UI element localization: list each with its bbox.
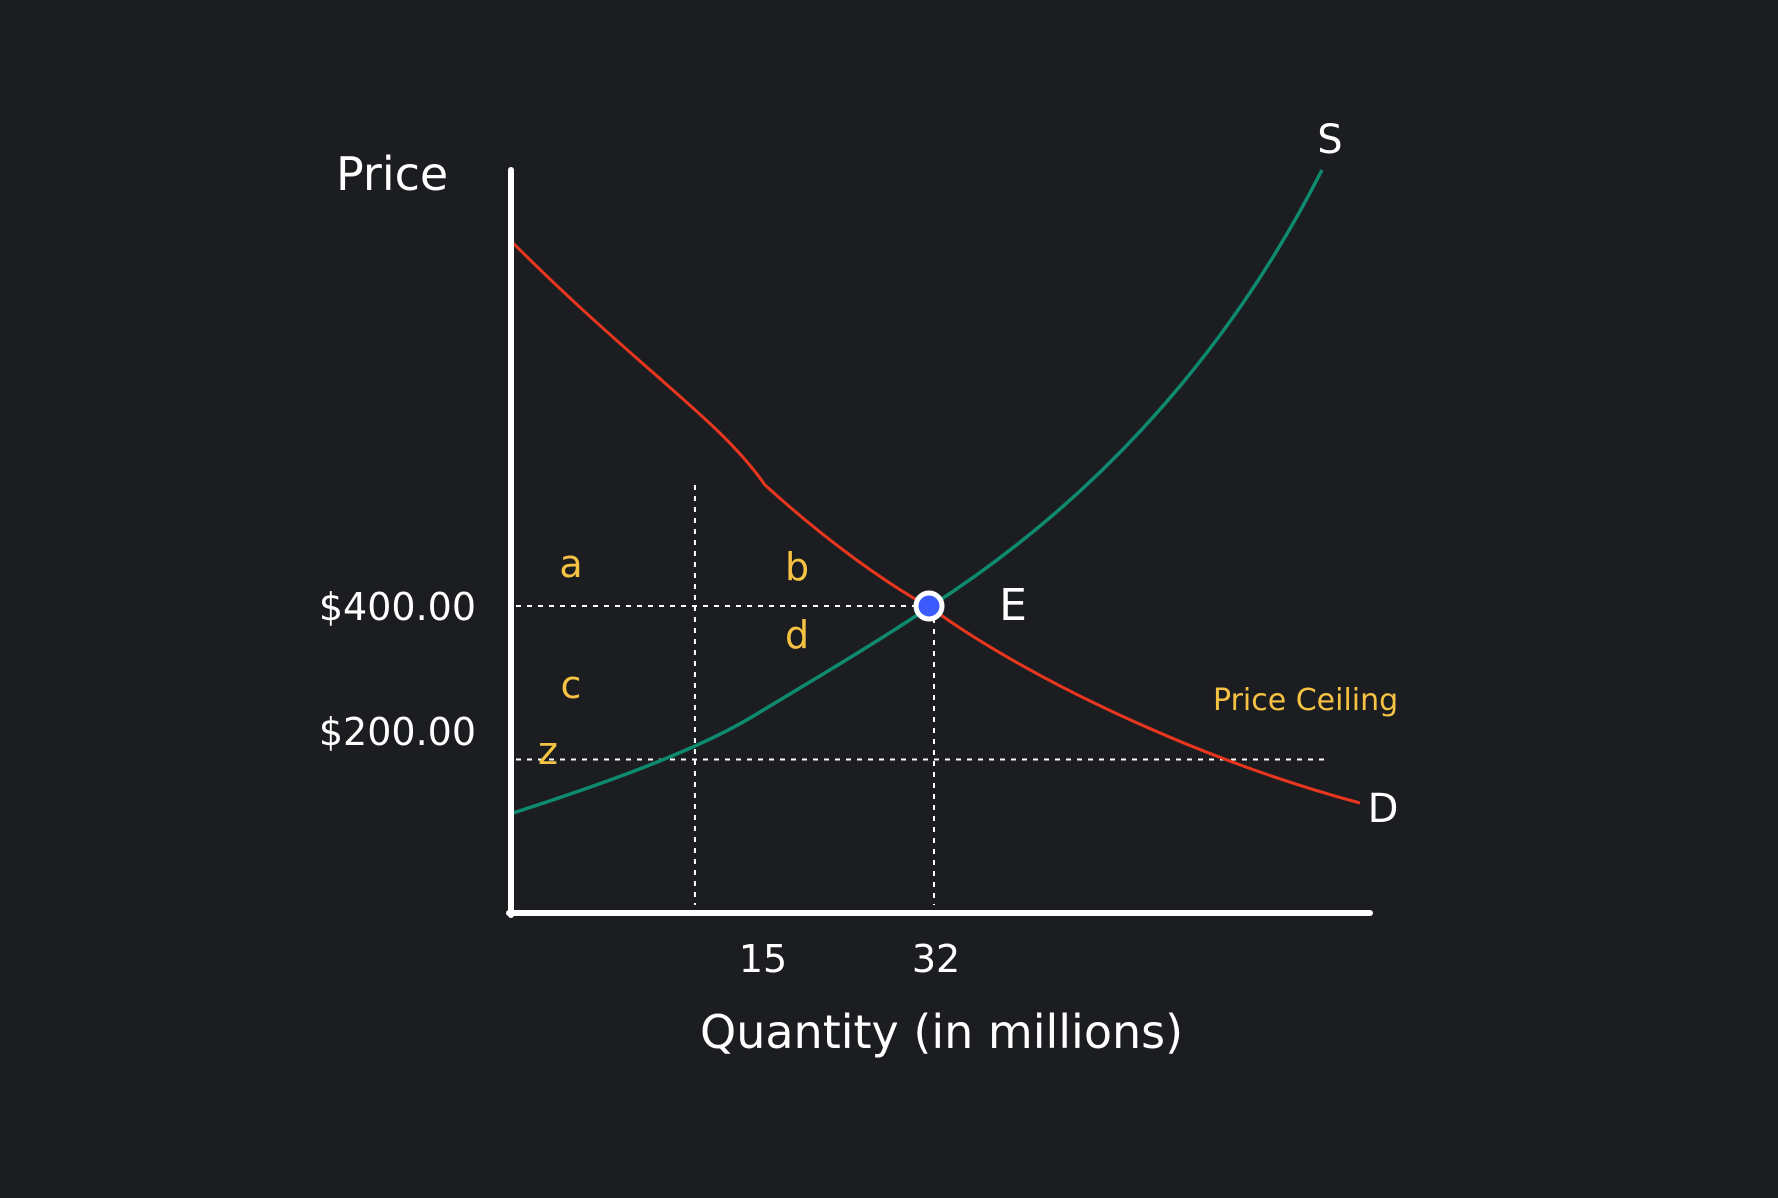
y-tick-label-400: $400.00 (319, 585, 476, 629)
x-tick-label-15: 15 (739, 937, 787, 981)
y-tick-label-200: $200.00 (319, 710, 476, 754)
area-label-z: z (538, 729, 558, 773)
x-tick-label-32: 32 (912, 937, 960, 981)
supply-curve-label: S (1317, 117, 1342, 163)
demand-curve (511, 241, 1361, 805)
x-axis-label: Quantity (in millions) (700, 1005, 1183, 1059)
area-label-b: b (785, 545, 809, 589)
reference-lines (516, 485, 1328, 905)
equilibrium-label: E (999, 580, 1027, 631)
demand-curve-label: D (1368, 786, 1399, 832)
y-axis-label: Price (336, 147, 448, 201)
supply-curve (512, 169, 1324, 815)
equilibrium-point (913, 590, 945, 622)
area-label-c: c (561, 663, 582, 707)
area-label-a: a (559, 542, 582, 586)
price-ceiling-label: Price Ceiling (1213, 683, 1398, 718)
area-label-d: d (785, 613, 809, 657)
